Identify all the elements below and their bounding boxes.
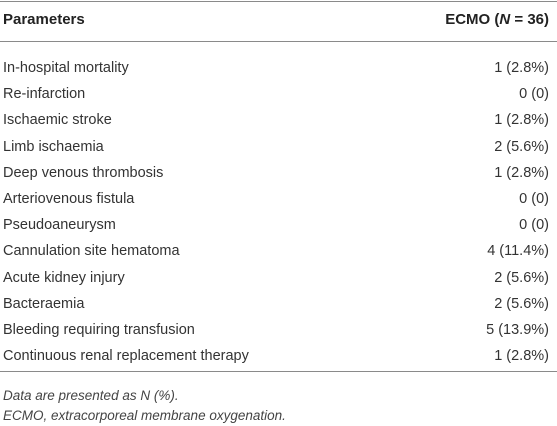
cell: Arteriovenous fistula [3, 191, 135, 207]
cell: 0 (0) [519, 191, 549, 207]
header-text: N [499, 11, 511, 28]
header-cell: Parameters [3, 11, 85, 28]
cell: Bacteraemia [3, 295, 85, 312]
table-row: Bacteraemia 2 (5.6%) [0, 291, 557, 317]
cell: 5 (13.9%) [486, 322, 549, 338]
table-row: Pseudoaneurysm 0 (0) [0, 212, 557, 238]
table-row: Deep venous thrombosis 1 (2.8%) [0, 160, 557, 186]
table-row: In-hospital mortality 1 (2.8%) [0, 55, 557, 81]
table-row: Bleeding requiring transfusion 5 (13.9%) [0, 317, 557, 343]
cell: 1 (2.8%) [494, 348, 549, 365]
cell: 1 (2.8%) [494, 112, 549, 129]
cell: 0 (0) [519, 86, 549, 103]
cell: Acute kidney injury [3, 269, 125, 286]
cell: In-hospital mortality [3, 60, 129, 76]
table-row: Acute kidney injury 2 (5.6%) [0, 265, 557, 291]
cell: Ischaemic stroke [3, 112, 112, 129]
header-cell: ECMO (N = 36) [445, 7, 549, 33]
cell: 2 (5.6%) [494, 269, 549, 286]
cell: 4 (11.4%) [487, 243, 549, 260]
cell: Cannulation site hematoma [3, 243, 180, 260]
table-row: Cannulation site hematoma 4 (11.4%) [0, 238, 557, 264]
cell: 1 (2.8%) [494, 164, 549, 181]
header-row: Parameters ECMO (N = 36) [0, 7, 557, 33]
rule [0, 371, 557, 372]
table-row: Limb ischaemia 2 (5.6%) [0, 134, 557, 160]
cell: Pseudoaneurysm [3, 217, 116, 234]
cell: Deep venous thrombosis [3, 164, 164, 181]
table-row: Arteriovenous fistula 0 (0) [0, 186, 557, 212]
table-row: Continuous renal replacement therapy 1 (2… [0, 343, 557, 369]
cell: 2 (5.6%) [494, 138, 549, 155]
cell: 0 (0) [519, 217, 549, 234]
cell: 2 (5.6%) [494, 295, 549, 312]
cell: Re-infarction [3, 86, 86, 103]
table-row: Re-infarction 0 (0) [0, 81, 557, 107]
cell: Bleeding requiring transfusion [3, 322, 195, 338]
cell: Continuous renal replacement therapy [3, 348, 249, 365]
cell: 1 (2.8%) [494, 60, 549, 76]
rule [0, 1, 557, 2]
header-text: ECMO ( [445, 11, 500, 28]
cell: Limb ischaemia [3, 138, 104, 155]
table-row: Ischaemic stroke 1 (2.8%) [0, 107, 557, 133]
footnote: ECMO, extracorporeal membrane oxygenatio… [3, 408, 286, 423]
footnote: Data are presented as N (%). [3, 388, 179, 403]
header-text: = 36) [510, 11, 549, 28]
rule [0, 41, 557, 42]
